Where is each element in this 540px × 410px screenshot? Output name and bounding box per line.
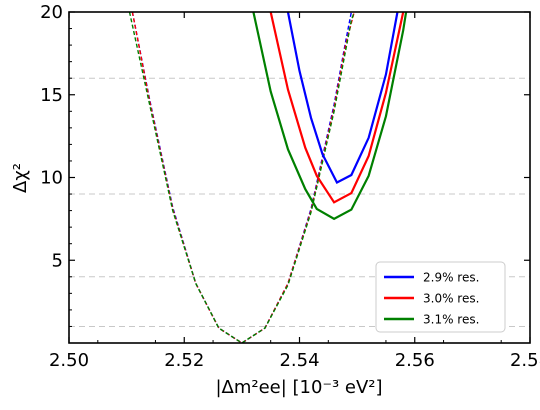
legend: 2.9% res. 3.0% res. 3.1% res. <box>375 261 506 333</box>
y-axis-label: Δχ² <box>10 163 31 193</box>
y-tick-label: 15 <box>40 85 63 106</box>
series-solid-curve <box>252 11 408 221</box>
x-axis-label: |Δm²ee| [10⁻³ eV²] <box>215 377 382 398</box>
legend-box <box>375 261 506 333</box>
x-tick-label: 2.56 <box>395 350 435 371</box>
series-dashed-curve <box>128 11 355 344</box>
y-tick-label: 5 <box>52 250 63 271</box>
tick-labels: 2.50 2.52 2.54 2.56 2.58 5 10 15 20 <box>40 2 540 371</box>
series-solid-curve <box>269 11 405 204</box>
legend-label: 3.1% res. <box>423 313 479 327</box>
y-tick-label: 10 <box>40 168 63 189</box>
x-tick-label: 2.58 <box>510 350 540 371</box>
series-curves <box>128 11 408 344</box>
series-solid-curve <box>286 11 399 184</box>
x-tick-label: 2.52 <box>164 350 204 371</box>
x-tick-label: 2.50 <box>49 350 89 371</box>
axis-ticks <box>68 11 531 343</box>
x-tick-label: 2.54 <box>279 350 319 371</box>
legend-label: 3.0% res. <box>423 292 479 306</box>
legend-label: 2.9% res. <box>423 271 479 285</box>
y-tick-label: 20 <box>40 2 63 23</box>
